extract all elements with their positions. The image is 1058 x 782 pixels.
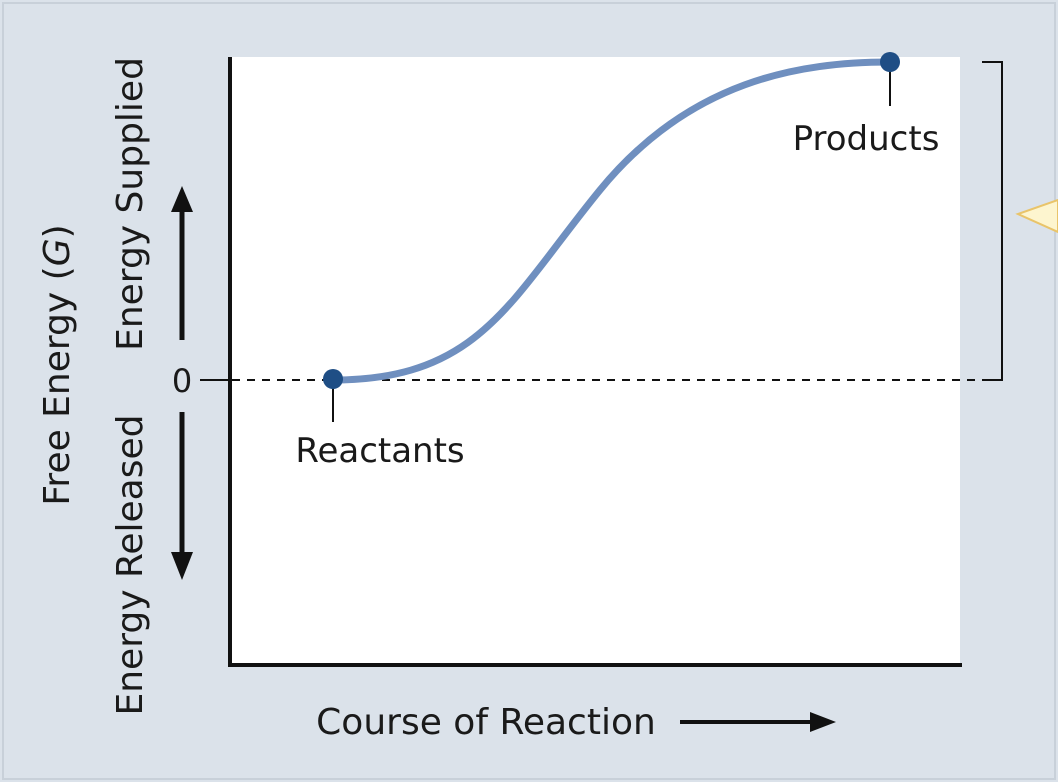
plot-area — [230, 57, 960, 665]
zero-label: 0 — [172, 362, 192, 400]
products-label: Products — [793, 119, 940, 159]
products-point — [880, 52, 900, 72]
energy-supplied-label: Energy Supplied — [110, 57, 151, 351]
reactants-point — [323, 369, 343, 389]
energy-difference-bracket — [982, 61, 1003, 381]
reactants-label: Reactants — [295, 431, 464, 471]
down-arrow-icon — [171, 552, 193, 580]
energy-curve — [329, 58, 894, 384]
x-axis-title: Course of Reaction — [316, 702, 656, 743]
right-arrow-icon — [810, 712, 836, 732]
up-arrow-icon — [171, 186, 193, 212]
callout-pointer — [1015, 198, 1058, 234]
energy-released-label: Energy Released — [110, 415, 151, 716]
y-axis-title: Free Energy (G) — [37, 224, 78, 505]
